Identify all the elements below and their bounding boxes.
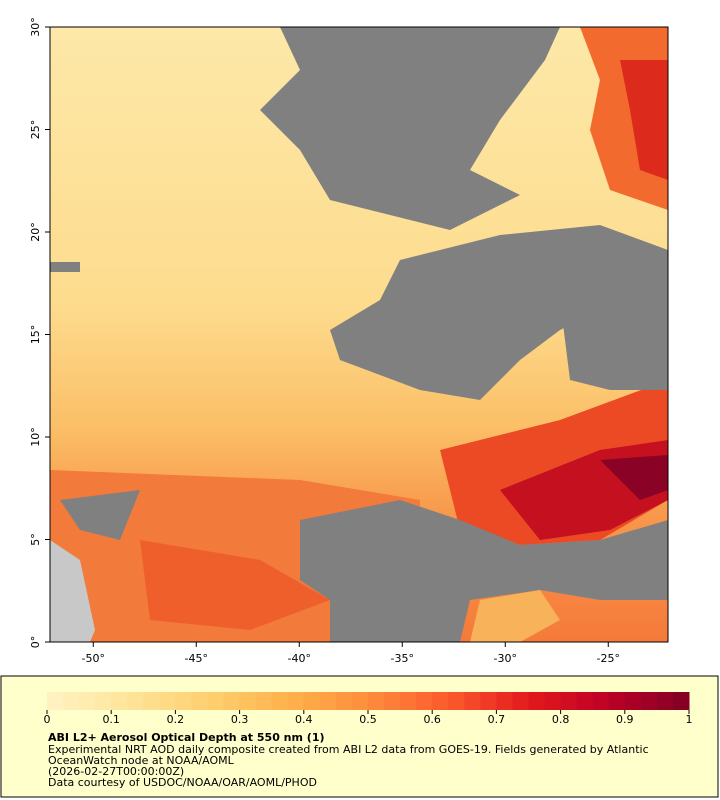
colorbar-swatch xyxy=(624,692,642,710)
y-tick-label: 10° xyxy=(29,427,42,447)
y-tick-label: 0° xyxy=(29,636,42,649)
y-tick-label: 20° xyxy=(29,222,42,242)
colorbar-swatch xyxy=(319,692,337,710)
colorbar-swatch xyxy=(143,692,160,710)
colorbar-swatch xyxy=(672,692,690,710)
colorbar-swatch xyxy=(127,692,144,710)
colorbar-swatch xyxy=(560,692,578,710)
legend-description: Experimental NRT AOD daily composite cre… xyxy=(48,743,649,756)
colorbar-swatch xyxy=(464,692,481,710)
colorbar-tick-label: 0.9 xyxy=(616,713,634,726)
colorbar-swatch xyxy=(47,692,64,710)
colorbar-swatch xyxy=(207,692,225,710)
colorbar-swatch xyxy=(576,692,594,710)
x-tick-label: -50° xyxy=(82,652,105,665)
colorbar-swatch xyxy=(79,692,96,710)
colorbar-swatch xyxy=(223,692,241,710)
legend-date: (2026-02-27T00:00:00Z) xyxy=(48,765,184,778)
colorbar-swatch xyxy=(111,692,128,710)
colorbar-tick-label: 0.3 xyxy=(231,713,249,726)
colorbar-swatch xyxy=(544,692,562,710)
colorbar-swatch xyxy=(351,692,369,710)
colorbar-tick-label: 0.2 xyxy=(167,713,185,726)
legend-title: ABI L2+ Aerosol Optical Depth at 550 nm … xyxy=(48,731,325,744)
colorbar-swatch xyxy=(287,692,305,710)
colorbar-swatch xyxy=(239,692,257,710)
x-tick-label: -25° xyxy=(597,652,620,665)
legend-credit: Data courtesy of USDOC/NOAA/OAR/AOML/PHO… xyxy=(48,776,317,789)
colorbar-swatch xyxy=(368,692,385,710)
colorbar-swatch xyxy=(63,692,80,710)
x-tick-label: -45° xyxy=(185,652,208,665)
colorbar-swatch xyxy=(592,692,610,710)
x-tick-label: -30° xyxy=(494,652,517,665)
colorbar-swatch xyxy=(656,692,674,710)
x-tick-label: -40° xyxy=(288,652,311,665)
colorbar-swatch xyxy=(608,692,626,710)
colorbar-tick-label: 0.8 xyxy=(552,713,570,726)
colorbar-swatch xyxy=(191,692,208,710)
colorbar-tick-label: 0.4 xyxy=(295,713,313,726)
colorbar-swatch xyxy=(384,692,401,710)
colorbar-swatch xyxy=(640,692,658,710)
colorbar-swatch xyxy=(303,692,321,710)
y-tick-label: 5° xyxy=(29,533,42,546)
colorbar-swatch xyxy=(432,692,449,710)
colorbar-tick-label: 0.1 xyxy=(102,713,120,726)
y-tick-label: 25° xyxy=(29,120,42,140)
colorbar-swatch xyxy=(528,692,546,710)
colorbar-swatch xyxy=(416,692,433,710)
colorbar-tick-label: 0.6 xyxy=(423,713,441,726)
colorbar-swatch xyxy=(448,692,465,710)
colorbar-tick-label: 0 xyxy=(44,713,51,726)
colorbar-swatch xyxy=(255,692,273,710)
colorbar-tick-label: 0.5 xyxy=(359,713,377,726)
colorbar-swatch xyxy=(512,692,529,710)
colorbar-swatch xyxy=(480,692,497,710)
colorbar-swatch xyxy=(95,692,112,710)
colorbar-tick-label: 0.7 xyxy=(488,713,506,726)
map-image xyxy=(50,27,668,642)
colorbar-swatch xyxy=(271,692,289,710)
colorbar-swatch xyxy=(400,692,417,710)
x-tick-label: -35° xyxy=(391,652,414,665)
colorbar-swatch xyxy=(159,692,176,710)
colorbar-swatch xyxy=(175,692,192,710)
colorbar-swatch xyxy=(496,692,513,710)
y-tick-label: 30° xyxy=(29,17,42,37)
colorbar-swatch xyxy=(335,692,353,710)
legend-description: OceanWatch node at NOAA/AOML xyxy=(48,754,235,767)
y-tick-label: 15° xyxy=(29,325,42,345)
colorbar-tick-label: 1 xyxy=(686,713,693,726)
